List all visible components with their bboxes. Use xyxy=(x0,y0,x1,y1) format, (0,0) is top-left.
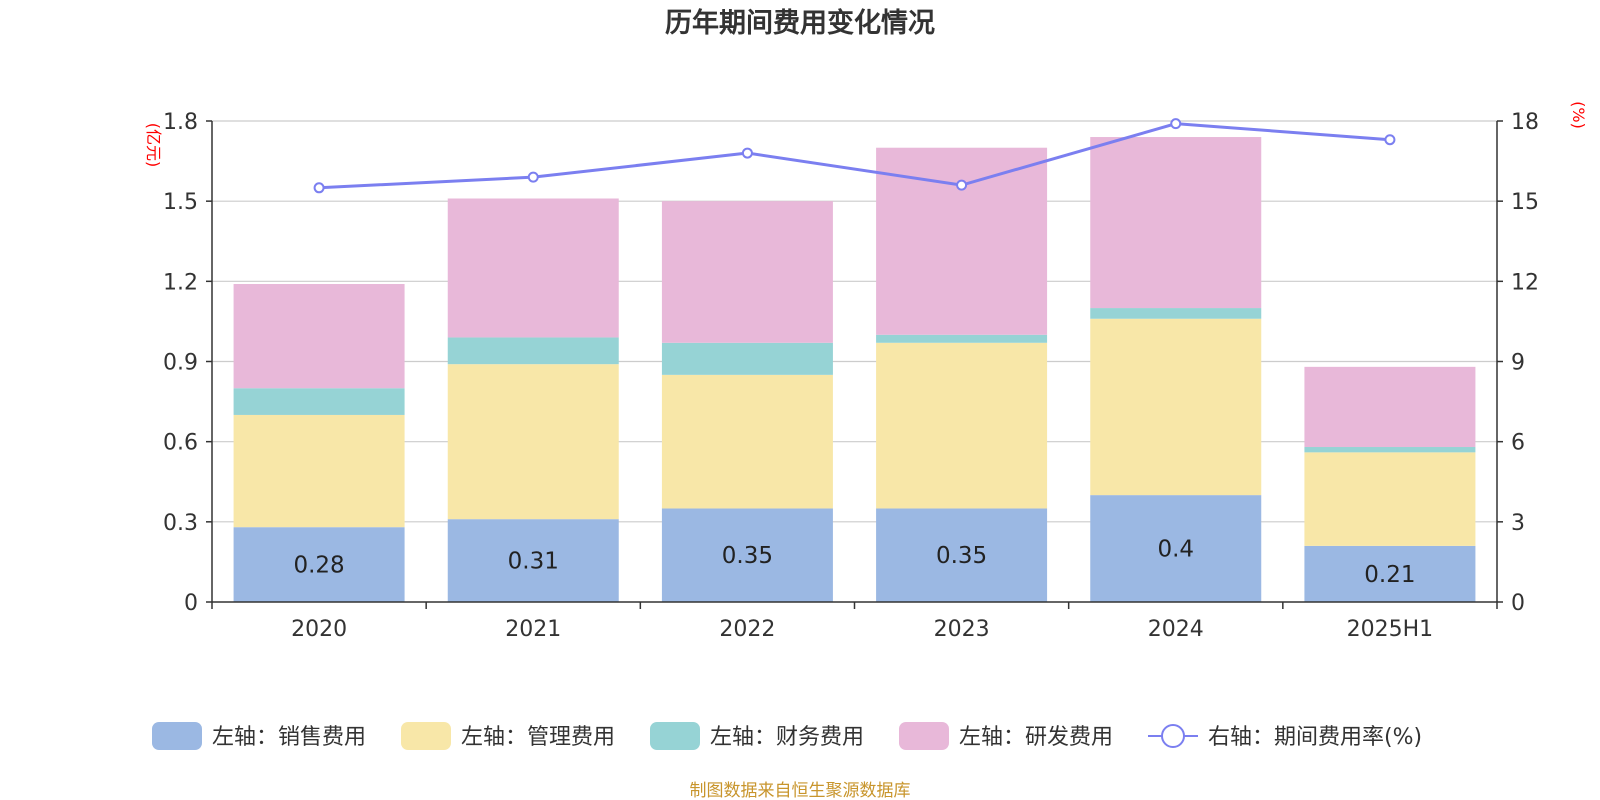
bar-segment xyxy=(233,284,405,389)
bar-segment xyxy=(233,414,405,528)
bar-segment xyxy=(876,334,1048,343)
bar-segment xyxy=(876,147,1048,335)
right-tick-label: 18 xyxy=(1511,110,1539,135)
bar-segment xyxy=(1304,447,1476,453)
legend: 左轴：销售费用 左轴：管理费用 左轴：财务费用 左轴：研发费用 右轴：期间费用率(%) xyxy=(152,722,1422,750)
rate-point xyxy=(527,171,539,183)
bar-segment xyxy=(233,388,405,415)
legend-label: 左轴：管理费用 xyxy=(461,725,615,750)
bars: 0.28 0.31 0.35 0.35 0.4 0.21 xyxy=(233,137,1476,602)
bar-data-label: 0.21 xyxy=(1364,562,1415,588)
legend-swatch xyxy=(899,722,949,750)
bar-segment xyxy=(233,527,405,602)
legend-swatch xyxy=(650,722,700,750)
bar-segment xyxy=(876,508,1048,602)
left-tick-label: 0 xyxy=(184,591,198,616)
bar-segment xyxy=(661,201,833,343)
legend-item: 左轴：财务费用 xyxy=(650,722,864,750)
x-tick-label: 2025H1 xyxy=(1347,617,1434,642)
chart-title: 历年期间费用变化情况 xyxy=(665,7,935,39)
bar-segment xyxy=(1304,545,1476,602)
legend-item: 左轴：研发费用 xyxy=(899,722,1113,750)
right-axis-unit: (%) xyxy=(1569,101,1588,129)
right-tick-label: 0 xyxy=(1511,591,1525,616)
left-tick-label: 1.2 xyxy=(163,270,198,295)
legend-item: 左轴：管理费用 xyxy=(401,722,615,750)
legend-item: 右轴：期间费用率(%) xyxy=(1148,724,1422,750)
left-tick-label: 0.6 xyxy=(163,431,198,456)
legend-label: 左轴：销售费用 xyxy=(212,725,366,750)
right-tick-label: 3 xyxy=(1511,511,1525,536)
grid xyxy=(212,120,1497,523)
rate-point xyxy=(741,147,753,159)
legend-swatch xyxy=(401,722,451,750)
bar-segment xyxy=(447,364,619,520)
rate-point xyxy=(1170,118,1182,130)
right-tick-label: 9 xyxy=(1511,351,1525,376)
x-tick-label: 2020 xyxy=(291,617,347,642)
right-tick-label: 12 xyxy=(1511,270,1539,295)
bar-data-label: 0.28 xyxy=(293,553,344,579)
bar-segment xyxy=(1304,366,1476,448)
rate-point xyxy=(956,179,968,191)
legend-item: 左轴：销售费用 xyxy=(152,722,366,750)
right-tick-label: 6 xyxy=(1511,431,1525,456)
bar-segment xyxy=(447,519,619,602)
bar-segment xyxy=(661,342,833,375)
left-tick-label: 0.3 xyxy=(163,511,198,536)
right-tick-label: 15 xyxy=(1511,190,1539,215)
source-note: 制图数据来自恒生聚源数据库 xyxy=(690,781,911,800)
legend-label: 左轴：财务费用 xyxy=(710,725,864,750)
x-tick-label: 2024 xyxy=(1148,617,1204,642)
rate-line xyxy=(313,118,1396,194)
bar-segment xyxy=(1090,495,1262,602)
bar-data-label: 0.35 xyxy=(936,543,987,569)
legend-circle-swatch xyxy=(1161,724,1185,748)
left-tick-label: 0.9 xyxy=(163,351,198,376)
bar-segment xyxy=(661,374,833,509)
x-tick-label: 2022 xyxy=(719,617,775,642)
axes: 0 0.3 0.6 0.9 1.2 1.5 1.8 0 3 6 9 12 15 18 2020 2021 202… xyxy=(163,110,1539,642)
legend-label: 右轴：期间费用率(%) xyxy=(1208,725,1422,750)
rate-point xyxy=(1384,134,1396,146)
legend-label: 左轴：研发费用 xyxy=(959,725,1113,750)
bar-data-label: 0.35 xyxy=(722,543,773,569)
rate-line-path xyxy=(319,122,1391,190)
left-tick-label: 1.5 xyxy=(163,190,198,215)
bar-segment xyxy=(1090,318,1262,496)
rate-point xyxy=(313,182,325,194)
bar-segment xyxy=(1090,308,1262,319)
left-axis-unit: (亿元) xyxy=(144,123,163,168)
legend-swatch xyxy=(152,722,202,750)
bar-segment xyxy=(876,342,1048,509)
bar-segment xyxy=(1304,452,1476,546)
x-tick-label: 2021 xyxy=(505,617,561,642)
bar-data-label: 0.4 xyxy=(1157,537,1194,563)
left-tick-label: 1.8 xyxy=(163,110,198,135)
bar-segment xyxy=(447,198,619,338)
bar-data-label: 0.31 xyxy=(508,549,559,575)
bar-segment xyxy=(447,337,619,365)
bar-segment xyxy=(1090,137,1262,309)
x-tick-label: 2023 xyxy=(934,617,990,642)
bar-segment xyxy=(661,508,833,602)
